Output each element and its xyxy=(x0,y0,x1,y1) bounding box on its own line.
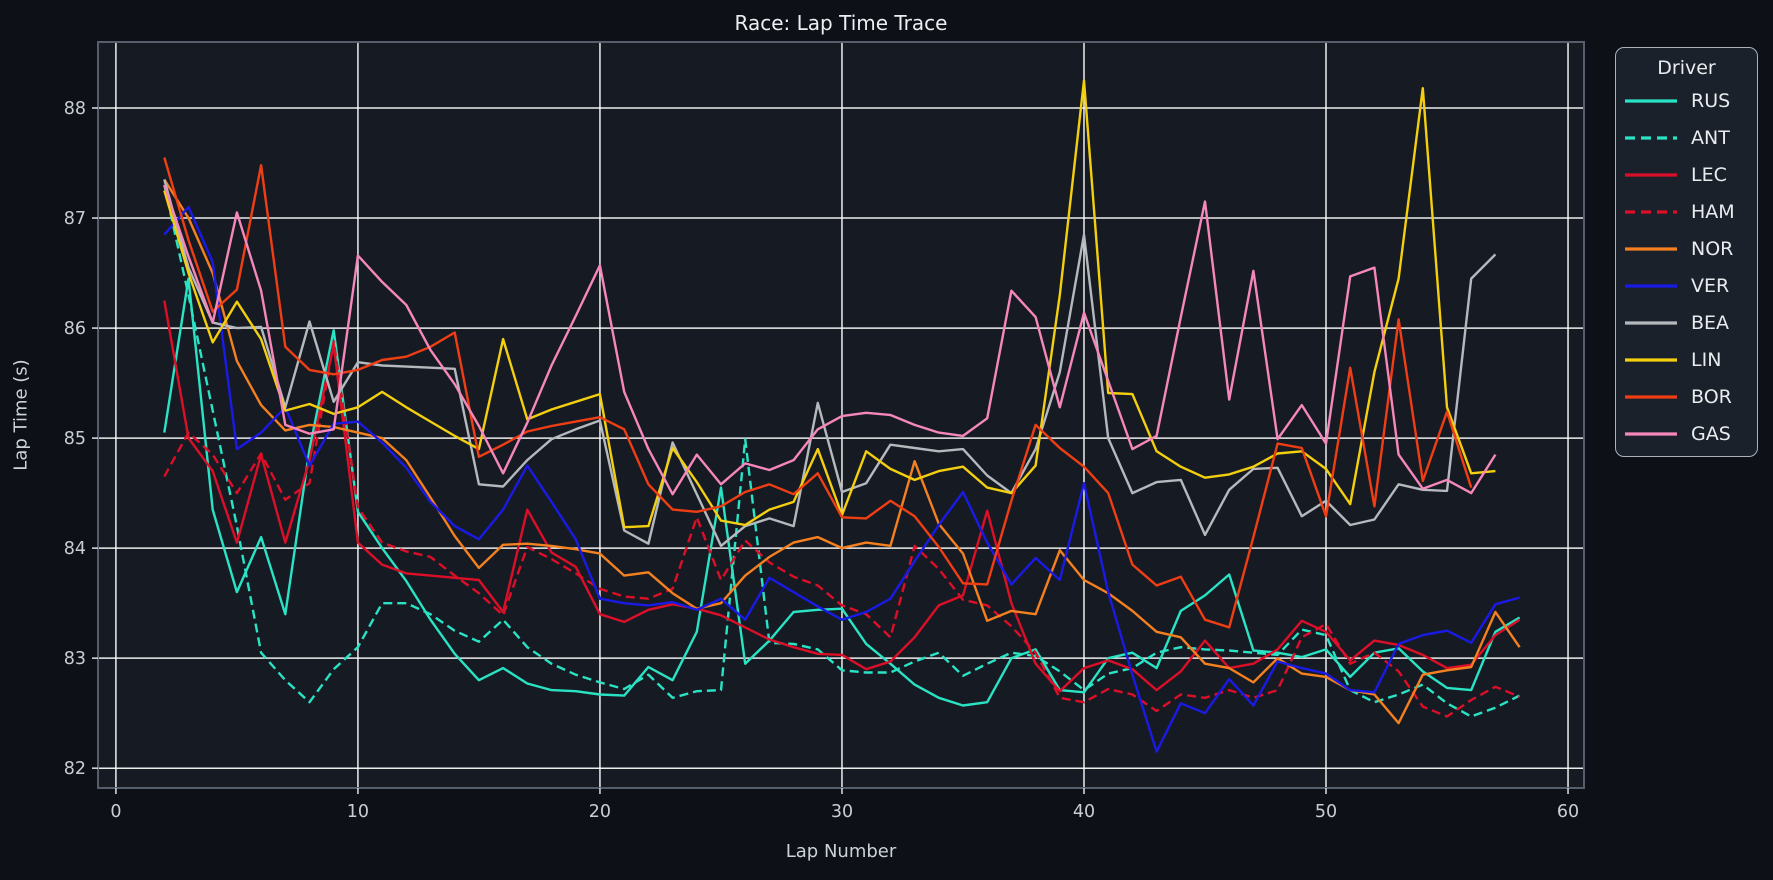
legend-item-RUS: RUS xyxy=(1616,82,1757,119)
legend: Driver RUS ANT LEC HAM NOR VER BEA LIN BOR GAS xyxy=(1615,47,1758,457)
legend-label-RUS: RUS xyxy=(1691,89,1731,112)
series-line-BEA xyxy=(163,179,1497,548)
y-tick-label-82: 82 xyxy=(64,759,86,779)
legend-label-GAS: GAS xyxy=(1691,422,1731,445)
x-tick-label-0: 0 xyxy=(110,802,121,822)
legend-item-NOR: NOR xyxy=(1616,230,1757,267)
series-line-GAS xyxy=(163,184,1497,496)
legend-item-GAS: GAS xyxy=(1616,415,1757,452)
series-line-ANT xyxy=(163,184,1521,718)
x-tick-label-50: 50 xyxy=(1315,802,1337,822)
legend-swatch-NOR xyxy=(1625,246,1677,251)
legend-swatch-RUS xyxy=(1625,98,1677,103)
legend-label-VER: VER xyxy=(1691,274,1730,297)
legend-title: Driver xyxy=(1657,57,1716,79)
x-tick-label-60: 60 xyxy=(1557,802,1579,822)
legend-swatch-GAS xyxy=(1625,431,1677,436)
legend-label-HAM: HAM xyxy=(1691,200,1735,223)
legend-label-LEC: LEC xyxy=(1691,163,1727,186)
legend-swatch-VER xyxy=(1625,283,1677,288)
legend-label-ANT: ANT xyxy=(1691,126,1730,149)
legend-item-BEA: BEA xyxy=(1616,304,1757,341)
legend-item-VER: VER xyxy=(1616,267,1757,304)
y-tick-label-85: 85 xyxy=(64,429,86,449)
legend-swatch-HAM xyxy=(1625,209,1677,214)
x-tick-label-30: 30 xyxy=(831,802,853,822)
legend-label-BOR: BOR xyxy=(1691,385,1732,408)
axes-spines xyxy=(97,41,1585,789)
legend-item-LEC: LEC xyxy=(1616,156,1757,193)
y-tick-label-84: 84 xyxy=(64,539,86,559)
x-tick-label-20: 20 xyxy=(589,802,611,822)
legend-item-ANT: ANT xyxy=(1616,119,1757,156)
y-tick-label-87: 87 xyxy=(64,209,86,229)
series-line-NOR xyxy=(163,178,1521,725)
legend-label-LIN: LIN xyxy=(1691,348,1722,371)
x-axis-label: Lap Number xyxy=(785,841,897,862)
legend-swatch-BEA xyxy=(1625,320,1677,325)
y-tick-label-88: 88 xyxy=(64,99,86,119)
x-tick-label-10: 10 xyxy=(347,802,369,822)
y-tick-label-83: 83 xyxy=(64,649,86,669)
legend-item-HAM: HAM xyxy=(1616,193,1757,230)
legend-item-LIN: LIN xyxy=(1616,341,1757,378)
chart-title: Race: Lap Time Trace xyxy=(734,11,948,35)
series-line-VER xyxy=(163,205,1520,753)
series-line-LEC xyxy=(163,300,1521,693)
legend-label-NOR: NOR xyxy=(1691,237,1734,260)
legend-swatch-ANT xyxy=(1625,135,1677,140)
series-line-HAM xyxy=(163,340,1521,718)
y-tick-label-86: 86 xyxy=(64,319,86,339)
legend-swatch-LEC xyxy=(1625,172,1677,177)
y-axis-label: Lap Time (s) xyxy=(10,359,32,471)
legend-item-BOR: BOR xyxy=(1616,378,1757,415)
series-line-BOR xyxy=(163,157,1473,629)
legend-swatch-LIN xyxy=(1625,357,1677,362)
legend-label-BEA: BEA xyxy=(1691,311,1730,334)
x-tick-label-40: 40 xyxy=(1073,802,1095,822)
legend-swatch-BOR xyxy=(1625,394,1677,399)
